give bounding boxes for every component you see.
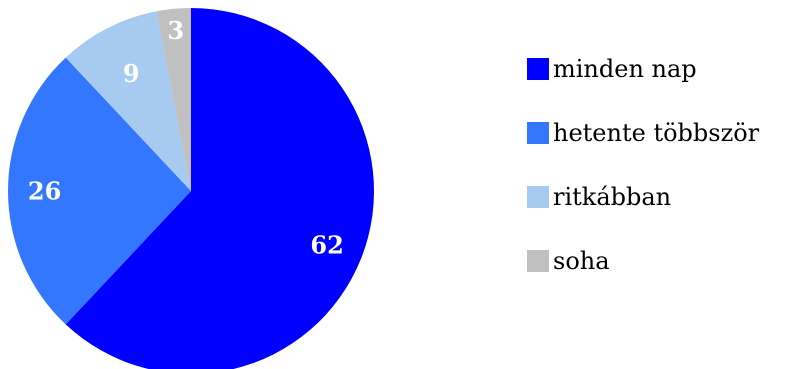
legend-label: minden nap (553, 55, 697, 83)
data-label-hetente-többször: 26 (28, 177, 61, 206)
legend-item-ritkábban: ritkábban (527, 180, 759, 214)
legend-swatch (527, 186, 549, 208)
legend-item-hetente-többször: hetente többször (527, 116, 759, 150)
pie-slice-soha (156, 8, 191, 191)
legend-swatch (527, 250, 549, 272)
pie-slice-ritkábban (65, 11, 191, 191)
legend-label: hetente többször (553, 119, 760, 147)
legend-label: ritkábban (553, 183, 672, 211)
legend-label: soha (553, 247, 610, 275)
data-label-minden-nap: 62 (310, 230, 343, 259)
pie-slice-minden-nap (65, 8, 374, 369)
data-label-soha: 3 (167, 16, 184, 45)
pie-slice-hetente-többször (8, 57, 192, 325)
legend-swatch (527, 122, 549, 144)
legend-swatch (527, 58, 549, 80)
legend-item-minden-nap: minden nap (527, 52, 759, 86)
legend-item-soha: soha (527, 244, 759, 278)
data-label-ritkábban: 9 (123, 59, 140, 88)
legend: minden nap hetente többször ritkábban soha (527, 52, 759, 308)
